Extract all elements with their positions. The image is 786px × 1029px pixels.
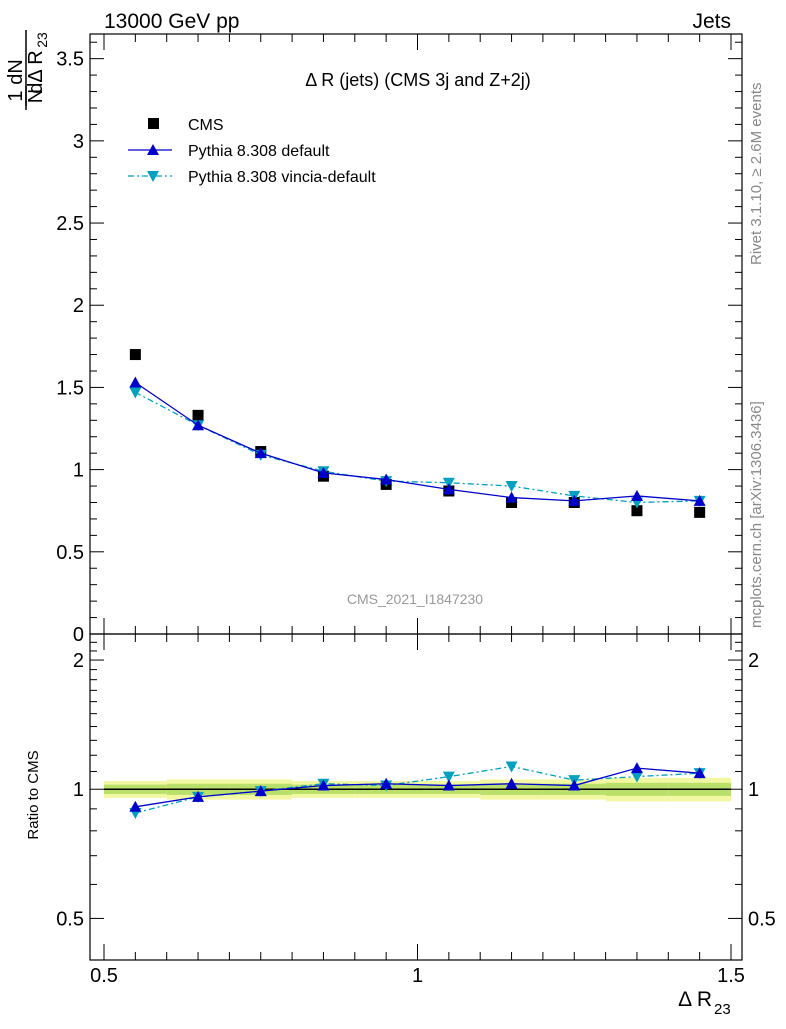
pythia-default-ratio-point [254, 785, 267, 797]
pythia-vincia-line [135, 391, 700, 504]
ratio-frame [89, 633, 743, 961]
pythia-default-ratio-point [630, 762, 643, 774]
cms-data-point [694, 506, 706, 518]
legend-entry-cms: CMS [148, 117, 224, 134]
ratio-ytick-label: 2 [73, 650, 84, 672]
x-axis: 0.5 1 1.5 [90, 965, 745, 987]
process-label: Jets [692, 10, 731, 33]
pythia-default-ratio-point [129, 800, 142, 812]
cms-data-point [631, 505, 643, 517]
pythia-default-point [129, 376, 142, 388]
legend: CMS Pythia 8.308 default Pythia 8.308 vi… [128, 117, 376, 186]
pythia-vincia-ratio-point [442, 771, 455, 783]
main-ytick-label: 1 [73, 460, 84, 482]
pythia-default-ratio-point [380, 777, 393, 789]
xtick-label: 0.5 [90, 965, 118, 987]
pythia-default-point [317, 466, 330, 478]
ratio-panel: 0.5 0.5 1 1 2 2 [56, 633, 776, 961]
pythia-vincia-ratio-point [505, 761, 518, 773]
main-ytick-label: 2.5 [56, 213, 84, 235]
pythia-vincia-ratio-point [630, 771, 643, 783]
ratio-y-axis-label: Ratio to CMS [25, 750, 42, 839]
pythia-default-point [380, 473, 393, 485]
pythia-vincia-point [505, 481, 518, 493]
legend-cms-label: CMS [188, 117, 224, 134]
xtick-label: 1 [412, 965, 423, 987]
x-axis-label: Δ R 23 [678, 988, 731, 1018]
pythia-default-point [192, 419, 205, 431]
pythia-default-ratio-point [568, 779, 581, 791]
cms-data-point [129, 349, 141, 361]
ylabel-n: N [25, 89, 47, 103]
legend-pythia-default-label: Pythia 8.308 default [188, 143, 330, 160]
chart-title: Δ R (jets) (CMS 3j and Z+2j) [305, 70, 531, 90]
main-ytick-label: 0.5 [56, 542, 84, 564]
ratio-ytick-label: 0.5 [56, 908, 84, 930]
ratio-ytick-label-right: 0.5 [748, 908, 776, 930]
main-ytick-label: 3.5 [56, 49, 84, 71]
ratio-ytick-label-right: 2 [748, 650, 759, 672]
xlabel-sub: 23 [714, 1001, 731, 1018]
ylabel-dn: dN [5, 59, 27, 85]
pythia-default-ratio-line [135, 767, 700, 808]
main-ytick-label: 0 [73, 624, 84, 646]
energy-label: 13000 GeV pp [104, 10, 239, 33]
ratio-ytick-label-right: 1 [748, 779, 759, 801]
pythia-default-ratio-point [317, 779, 330, 791]
legend-cms-marker [148, 118, 159, 129]
pythia-default-ratio-point [442, 779, 455, 791]
pythia-default-ratio-point [693, 767, 706, 779]
analysis-watermark: CMS_2021_I1847230 [347, 591, 483, 607]
rivet-label: Rivet 3.1.10, ≥ 2.6M events [748, 83, 765, 266]
ylabel-one: 1 [5, 90, 27, 101]
pythia-default-point [442, 483, 455, 495]
main-ytick-label: 2 [73, 295, 84, 317]
pythia-default-ratio-point [192, 790, 205, 802]
legend-entry-pythia-vincia: Pythia 8.308 vincia-default [128, 169, 376, 186]
ylabel-sub: 23 [34, 32, 50, 48]
pythia-vincia-point [129, 387, 142, 399]
legend-pythia-vincia-label: Pythia 8.308 vincia-default [188, 169, 376, 186]
main-y-axis-label: 1 N dN dΔ R 23 [5, 30, 50, 110]
main-ytick-label: 1.5 [56, 377, 84, 399]
xlabel-text: Δ R [678, 988, 712, 1011]
main-ytick-label: 3 [73, 131, 84, 153]
pythia-default-point [630, 489, 643, 501]
legend-pythia-vincia-marker [147, 171, 159, 182]
pythia-default-point [568, 494, 581, 506]
pythia-default-point [693, 494, 706, 506]
xtick-label: 1.5 [717, 965, 745, 987]
pythia-default-line [134, 381, 700, 502]
cms-data-point [192, 409, 204, 421]
legend-pythia-default-marker [147, 144, 159, 155]
pythia-default-ratio-point [505, 777, 518, 789]
mcplots-label: mcplots.cern.ch [arXiv:1306.3436] [748, 401, 765, 628]
pythia-default-point [505, 491, 518, 503]
legend-entry-pythia-default: Pythia 8.308 default [128, 143, 330, 160]
ylabel-ddr: dΔ R [25, 50, 47, 93]
ratio-ytick-label: 1 [73, 779, 84, 801]
pythia-default-point [254, 447, 267, 459]
main-panel: 0 0.5 1 1.5 2 2.5 3 3.5 [56, 33, 743, 646]
pythia-vincia-point [442, 477, 455, 489]
pythia-vincia-ratio-line [135, 765, 700, 814]
